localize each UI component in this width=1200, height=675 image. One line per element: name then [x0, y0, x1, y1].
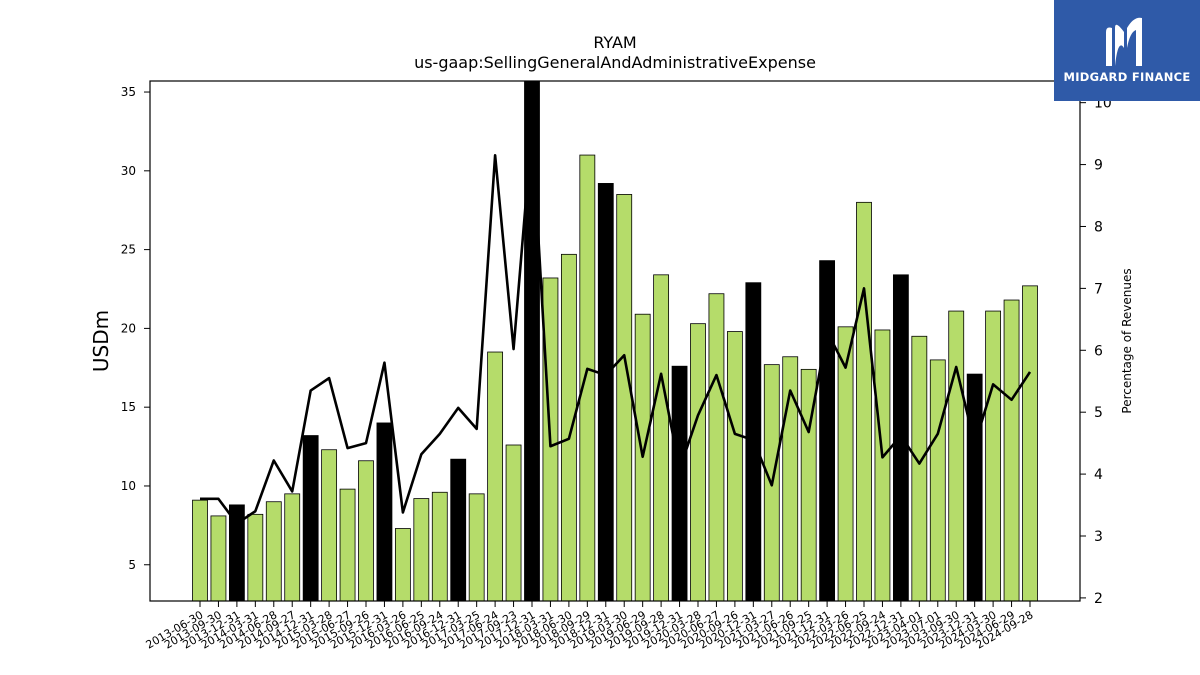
bar-2023-07-01: [929, 359, 946, 602]
bar-2014-03-31: [247, 513, 264, 602]
bar-2020-03-28: [690, 323, 706, 602]
y-right-tick-label: 3: [1094, 529, 1103, 545]
bar-2013-06-30: [192, 499, 208, 602]
bar-2016-03-26: [394, 528, 411, 602]
y-left-tick-label: 10: [121, 479, 136, 493]
y-axis-right-label: Percentage of Revenues: [1120, 268, 1134, 413]
line-group: [200, 126, 1032, 525]
midgard-finance-logo: MIDGARD FINANCE: [1054, 0, 1200, 101]
chart-subtitle: us-gaap:SellingGeneralAndAdministrativeE…: [414, 53, 816, 72]
y-left-tick-label: 25: [121, 243, 136, 257]
plot-frame: [149, 80, 1081, 602]
bar-2016-09-24: [431, 491, 448, 602]
bar-2018-09-29: [579, 154, 596, 602]
bar-2015-12-31: [376, 422, 393, 602]
y-left-tick-label: 5: [128, 558, 136, 572]
bar-2020-09-26: [726, 331, 743, 602]
axes: [149, 80, 1081, 602]
logo-text: MIDGARD FINANCE: [1063, 70, 1191, 84]
bar-2024-06-29: [1003, 299, 1020, 602]
y-right-tick-label: 4: [1094, 467, 1103, 483]
y-right-tick-label: 9: [1094, 158, 1103, 174]
y-left-tick-label: 30: [121, 164, 136, 178]
bar-2014-06-28: [265, 501, 282, 602]
bar-2024-03-30: [985, 310, 1002, 602]
bar-2019-03-30: [616, 194, 633, 602]
bar-2019-09-28: [653, 274, 670, 602]
chart-title: RYAM: [593, 33, 636, 52]
y-left-tick-label: 20: [121, 321, 136, 335]
bar-2015-06-27: [339, 488, 356, 602]
bar-2018-06-30: [560, 253, 577, 602]
bar-2014-09-27: [284, 493, 301, 602]
bar-2015-09-26: [358, 460, 374, 602]
y-right-tick-label: 2: [1094, 591, 1103, 607]
y-right-tick-label: 8: [1094, 219, 1103, 235]
y-axis-left-ticks: 5 10 15 20 25 30 35: [121, 85, 150, 572]
y-left-tick-label: 35: [121, 85, 136, 99]
bar-2024-09-28: [1022, 285, 1038, 602]
y-right-tick-label: 7: [1094, 281, 1103, 297]
bar-2017-06-24: [487, 351, 504, 602]
bar-group: [192, 80, 1038, 602]
bar-2021-12-31: [819, 260, 836, 602]
bar-2017-09-23: [505, 444, 522, 602]
x-axis-ticks: 2013-06-302013-09-302013-12-312014-03-31…: [144, 601, 1036, 652]
bar-2023-12-31: [966, 373, 983, 602]
bar-2017-12-31: [524, 80, 540, 602]
bar-2017-03-25: [468, 493, 485, 602]
bar-2018-12-31: [597, 183, 614, 602]
bar-2014-12-31: [302, 435, 319, 602]
bar-2023-09-30: [948, 310, 965, 602]
line-series-percentage: [200, 126, 1032, 525]
y-right-tick-label: 5: [1094, 405, 1103, 421]
y-left-tick-label: 15: [121, 400, 136, 414]
bar-2013-09-30: [210, 515, 227, 602]
midgard-logo-icon: [1106, 17, 1142, 66]
bar-2022-06-25: [856, 201, 872, 602]
bar-2019-12-31: [671, 365, 688, 602]
bar-2020-06-27: [708, 293, 725, 602]
bar-2022-09-24: [874, 329, 891, 602]
bar-2015-03-28: [321, 449, 338, 602]
y-axis-left-label: USDm: [89, 310, 113, 372]
bar-2023-04-01: [911, 335, 928, 602]
bar-2016-06-25: [413, 498, 430, 602]
bar-2016-12-31: [450, 458, 467, 602]
y-right-tick-label: 6: [1094, 343, 1103, 359]
